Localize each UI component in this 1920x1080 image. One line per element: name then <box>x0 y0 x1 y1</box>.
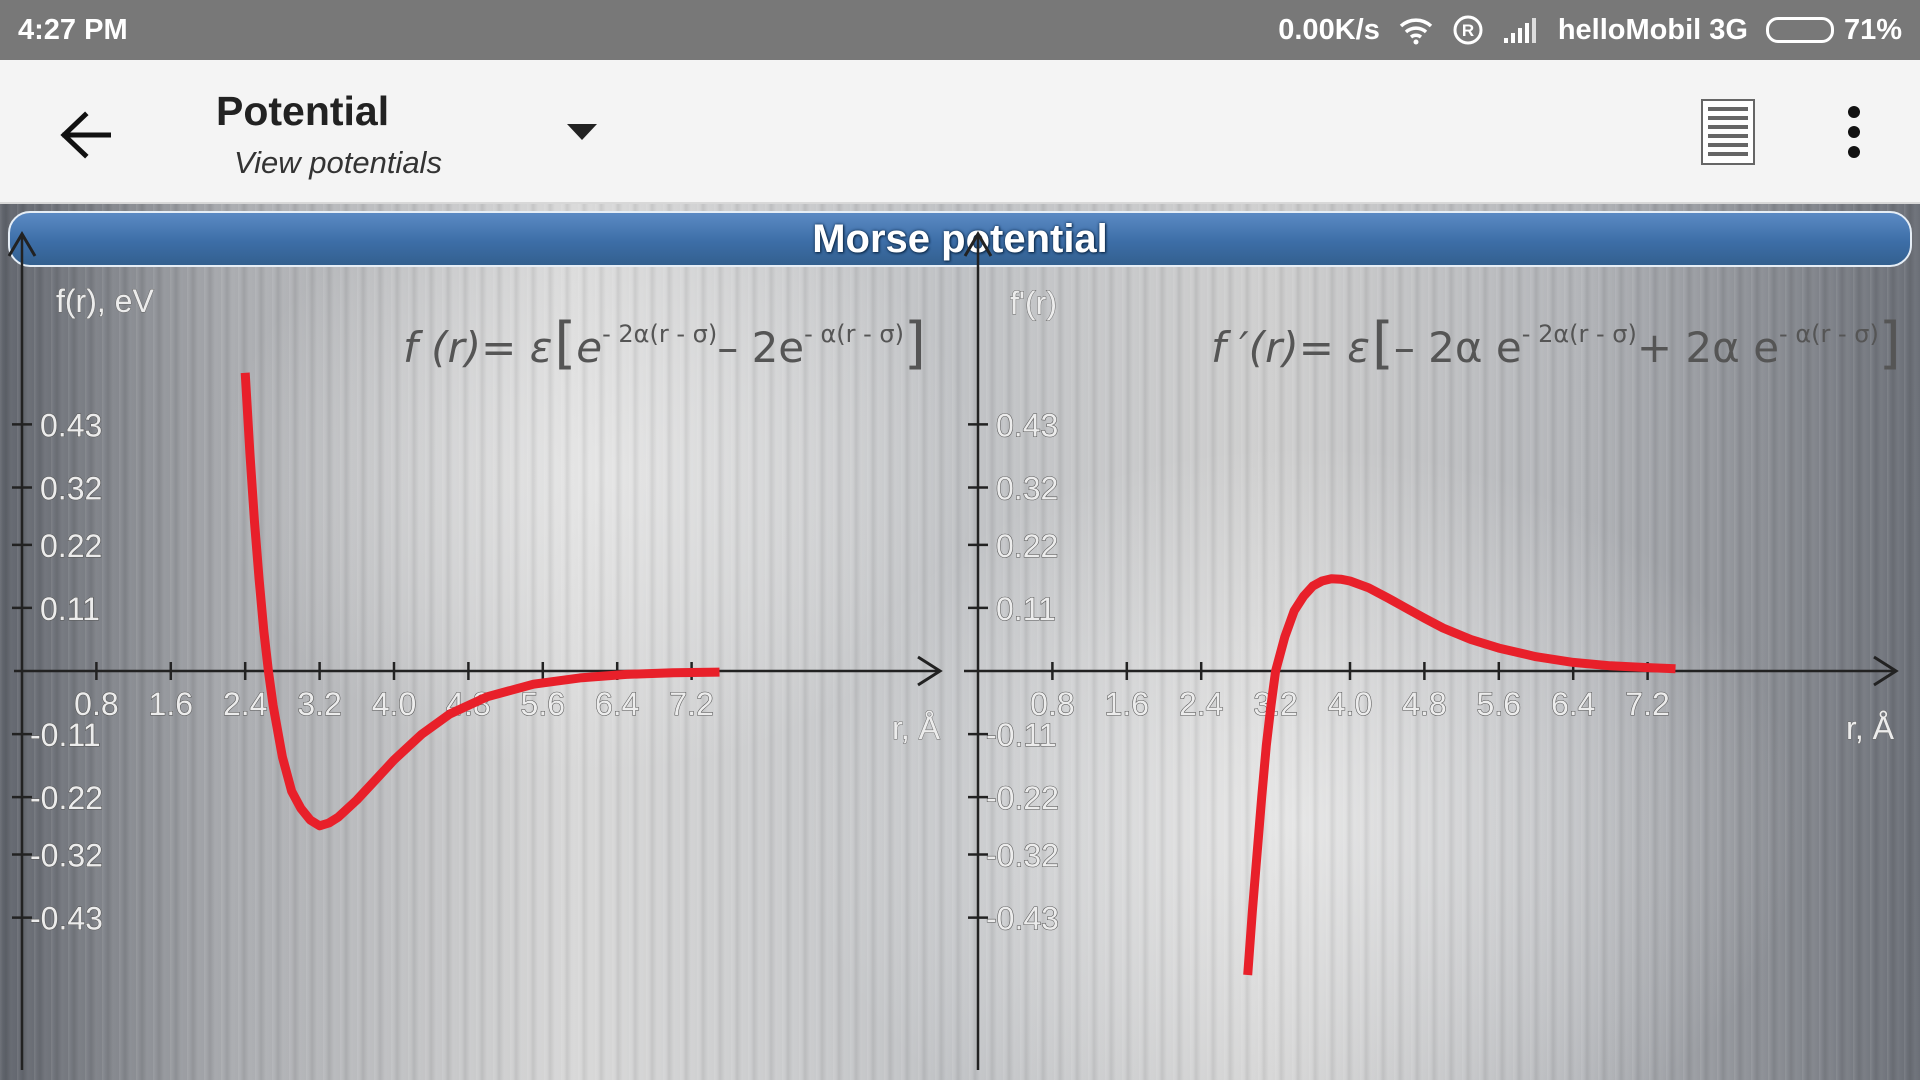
net-speed: 0.00K/s <box>1278 13 1380 46</box>
x-tick-label: 2.4 <box>1179 686 1223 722</box>
y-tick-label: -0.43 <box>30 901 103 937</box>
x-tick-label: 6.4 <box>595 686 639 722</box>
more-options-button[interactable] <box>1830 98 1878 166</box>
battery-icon <box>1765 17 1834 43</box>
y-tick-label: 0.22 <box>40 528 102 564</box>
y-tick-label: 0.11 <box>996 591 1056 627</box>
formula-term1: – 2α e <box>1394 323 1522 372</box>
x-tick-label: 1.6 <box>1105 686 1149 722</box>
list-icon <box>1701 99 1755 165</box>
x-tick-label: 0.8 <box>74 686 118 722</box>
battery-percent: 71% <box>1843 13 1902 46</box>
arrow-back-icon <box>60 111 111 159</box>
y-tick-label: 0.43 <box>996 407 1058 443</box>
dropdown-arrow-icon <box>567 124 597 140</box>
y-tick-label: 0.43 <box>40 407 102 443</box>
status-bar: 4:27 PM 0.00K/s R h <box>0 0 1920 60</box>
page-subtitle: View potentials <box>234 145 442 180</box>
potential-banner: Morse potential <box>8 211 1912 267</box>
battery-indicator: 71% <box>1765 13 1902 47</box>
potential-chart: 0.8 1.6 2.4 3.2 4.0 4.8 5.6 6.4 7.2 0.430.320.22… <box>7 231 943 1070</box>
formula-term1-exp: - 2α(r - σ) <box>602 320 717 348</box>
y-tick-label: -0.32 <box>30 838 103 874</box>
x-tick-label: 6.4 <box>1551 686 1595 722</box>
list-view-button[interactable] <box>1700 98 1756 166</box>
status-right: 0.00K/s R helloMobil 3G <box>1278 14 1902 47</box>
x-tick-label: 4.0 <box>372 686 416 722</box>
formula-term2-exp: - α(r - σ) <box>1779 320 1879 348</box>
y-axis-title: f(r), eV <box>56 283 154 319</box>
x-tick-label: 4.0 <box>1328 686 1372 722</box>
formula-op: – 2e <box>717 323 804 372</box>
content-area: Morse potential 0.8 1.6 2.4 3.2 4.0 4.8 5.6 6.4… <box>0 204 1920 1080</box>
y-tick-label: -0.11 <box>986 717 1057 753</box>
x-tick-label: 7.2 <box>669 686 713 722</box>
y-ticks: 0.43 0.32 0.22 0.11 -0.11 -0.22 -0.32 -0.43 <box>12 407 103 937</box>
x-axis-arrow-icon <box>1873 655 1899 687</box>
series-line <box>1243 574 1676 976</box>
formula-term2-exp: - α(r - σ) <box>804 320 904 348</box>
svg-text:R: R <box>1462 21 1474 40</box>
y-tick-label: 0.11 <box>40 591 100 627</box>
x-tick-label: 5.6 <box>521 686 565 722</box>
series-line <box>240 372 720 831</box>
wifi-icon <box>1398 15 1434 45</box>
x-tick-label: 2.4 <box>223 686 267 722</box>
formula-term1-exp: - 2α(r - σ) <box>1522 320 1637 348</box>
charts-area: 0.8 1.6 2.4 3.2 4.0 4.8 5.6 6.4 7.2 0.43 0.32 0.22… <box>7 231 1901 1070</box>
x-ticks: 0.8 1.6 2.4 3.2 4.0 4.8 5.6 6.4 7.2 <box>74 662 714 723</box>
signal-icon <box>1502 16 1540 44</box>
formula-op: + 2α e <box>1637 323 1779 372</box>
back-button[interactable] <box>50 100 120 170</box>
app-bar: Potential View potentials <box>0 60 1920 204</box>
x-axis-title: r, Å <box>892 710 941 746</box>
formula-term1-base: e <box>576 323 602 372</box>
x-tick-label: 0.8 <box>1030 686 1074 722</box>
formula-fprime: f ′(r)= ε[– 2α e- 2α(r - σ)+ 2α e- α(r -… <box>1211 311 1901 376</box>
formula-f: f (r)= ε[e- 2α(r - σ)– 2e- α(r - σ)] <box>403 311 926 376</box>
x-tick-label: 3.2 <box>297 686 341 722</box>
x-ticks: 0.8 1.6 2.4 3.2 4.0 4.8 5.6 6.4 7.2 <box>1030 662 1670 723</box>
x-tick-label: 1.6 <box>149 686 193 722</box>
y-tick-label: 0.32 <box>996 470 1058 506</box>
y-axis-title: f'(r) <box>1010 285 1057 321</box>
potential-name: Morse potential <box>812 216 1108 261</box>
page-title: Potential <box>216 88 390 134</box>
more-vert-icon-dot <box>1848 106 1860 118</box>
formula-lhs: f (r)= ε <box>403 323 552 372</box>
y-axis-arrow-icon <box>7 231 37 257</box>
formula-lhs: f ′(r)= ε <box>1211 323 1370 372</box>
y-tick-label: 0.32 <box>40 470 102 506</box>
x-tick-label: 4.8 <box>1402 686 1446 722</box>
x-tick-label: 7.2 <box>1625 686 1669 722</box>
y-tick-label: 0.22 <box>996 528 1058 564</box>
x-axis-title: r, Å <box>1846 710 1895 746</box>
status-time: 4:27 PM <box>18 13 128 46</box>
more-vert-icon-dot <box>1848 126 1860 138</box>
potential-dropdown[interactable] <box>560 112 604 152</box>
y-ticks: 0.43 0.32 0.22 0.11 -0.11 -0.22 -0.32 -0.43 <box>968 407 1059 937</box>
roaming-icon: R <box>1452 14 1484 46</box>
title-block[interactable]: Potential View potentials <box>216 88 442 181</box>
carrier-name: helloMobil 3G <box>1557 13 1748 46</box>
y-tick-label: -0.22 <box>986 780 1059 816</box>
y-tick-label: -0.32 <box>986 838 1059 874</box>
y-axis-arrow-icon <box>963 231 993 257</box>
more-vert-icon-dot <box>1848 146 1860 158</box>
force-chart: 0.8 1.6 2.4 3.2 4.0 4.8 5.6 6.4 7.2 0.430.320.22… <box>963 231 1901 1070</box>
x-axis-arrow-icon <box>917 655 943 687</box>
y-tick-label: -0.11 <box>30 717 101 753</box>
x-tick-label: 5.6 <box>1477 686 1521 722</box>
y-tick-label: -0.43 <box>986 901 1059 937</box>
y-tick-label: -0.22 <box>30 780 103 816</box>
